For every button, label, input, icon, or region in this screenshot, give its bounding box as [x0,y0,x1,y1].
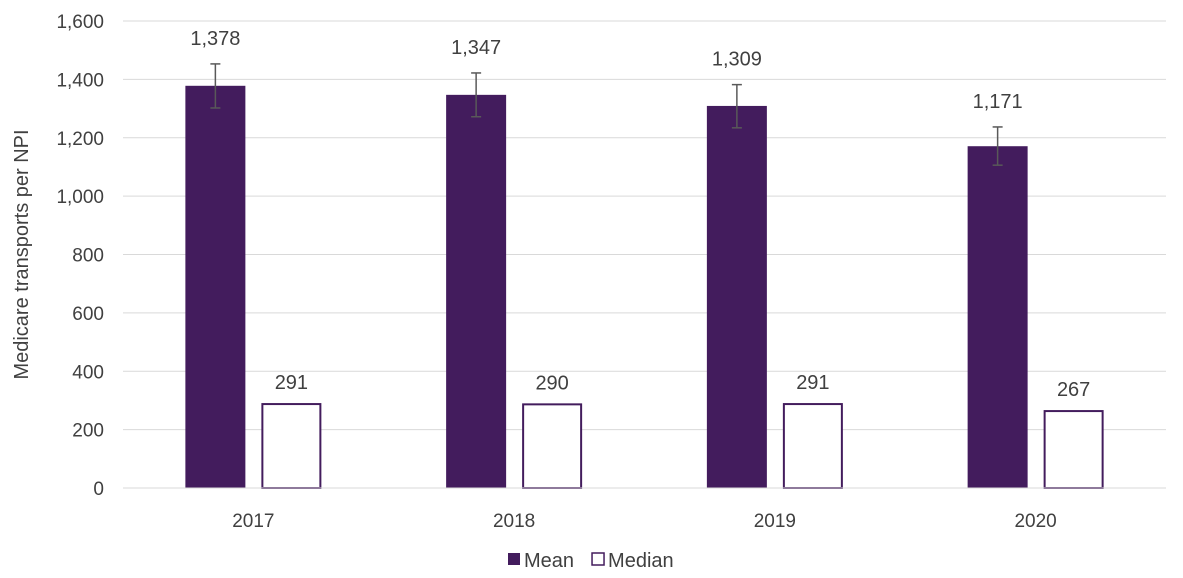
y-axis-title: Medicare transports per NPI [11,129,33,379]
bars [185,85,1104,490]
x-tick-label: 2020 [1014,511,1056,532]
mean-bar [185,85,246,488]
mean-bar [967,146,1028,489]
y-tick-label: 0 [93,479,104,500]
median-legend-label: Median [608,550,674,572]
y-tick-label: 600 [72,304,104,325]
gridlines [123,20,1166,431]
x-tick-label: 2019 [754,511,796,532]
x-tick-label: 2018 [493,511,535,532]
median-data-label: 267 [1057,379,1090,401]
mean-legend-swatch [508,553,520,565]
y-tick-label: 400 [72,362,104,383]
mean-data-label: 1,309 [712,49,762,71]
y-axis-ticks: 0 200 400 600 800 1,000 1,200 1,400 1,600 [56,12,104,500]
x-axis-ticks: 2017 2018 2019 2020 [232,511,1057,532]
y-tick-label: 1,200 [56,129,104,150]
mean-bar [706,105,767,489]
x-tick-label: 2017 [232,511,274,532]
median-data-label: 290 [535,372,568,394]
y-tick-label: 1,000 [56,187,104,208]
legend[interactable]: Mean Median [508,550,674,572]
y-tick-label: 200 [72,421,104,442]
median-data-label: 291 [796,372,829,394]
mean-legend-label: Mean [524,550,574,572]
y-tick-label: 800 [72,246,104,267]
error-bars [210,63,1003,166]
data-labels: 1,378 291 1,347 290 1,309 291 1,171 267 [190,28,1090,401]
y-tick-label: 1,600 [56,12,104,33]
mean-data-label: 1,378 [190,28,240,50]
median-legend-swatch [591,552,605,566]
mean-data-label: 1,347 [451,37,501,59]
median-bar [782,403,843,489]
y-tick-label: 1,400 [56,70,104,91]
mean-bar [446,94,507,489]
mean-data-label: 1,171 [973,91,1023,113]
median-bar [261,403,322,489]
median-data-label: 291 [275,372,308,394]
median-bar [522,403,583,490]
median-bar [1043,410,1104,489]
